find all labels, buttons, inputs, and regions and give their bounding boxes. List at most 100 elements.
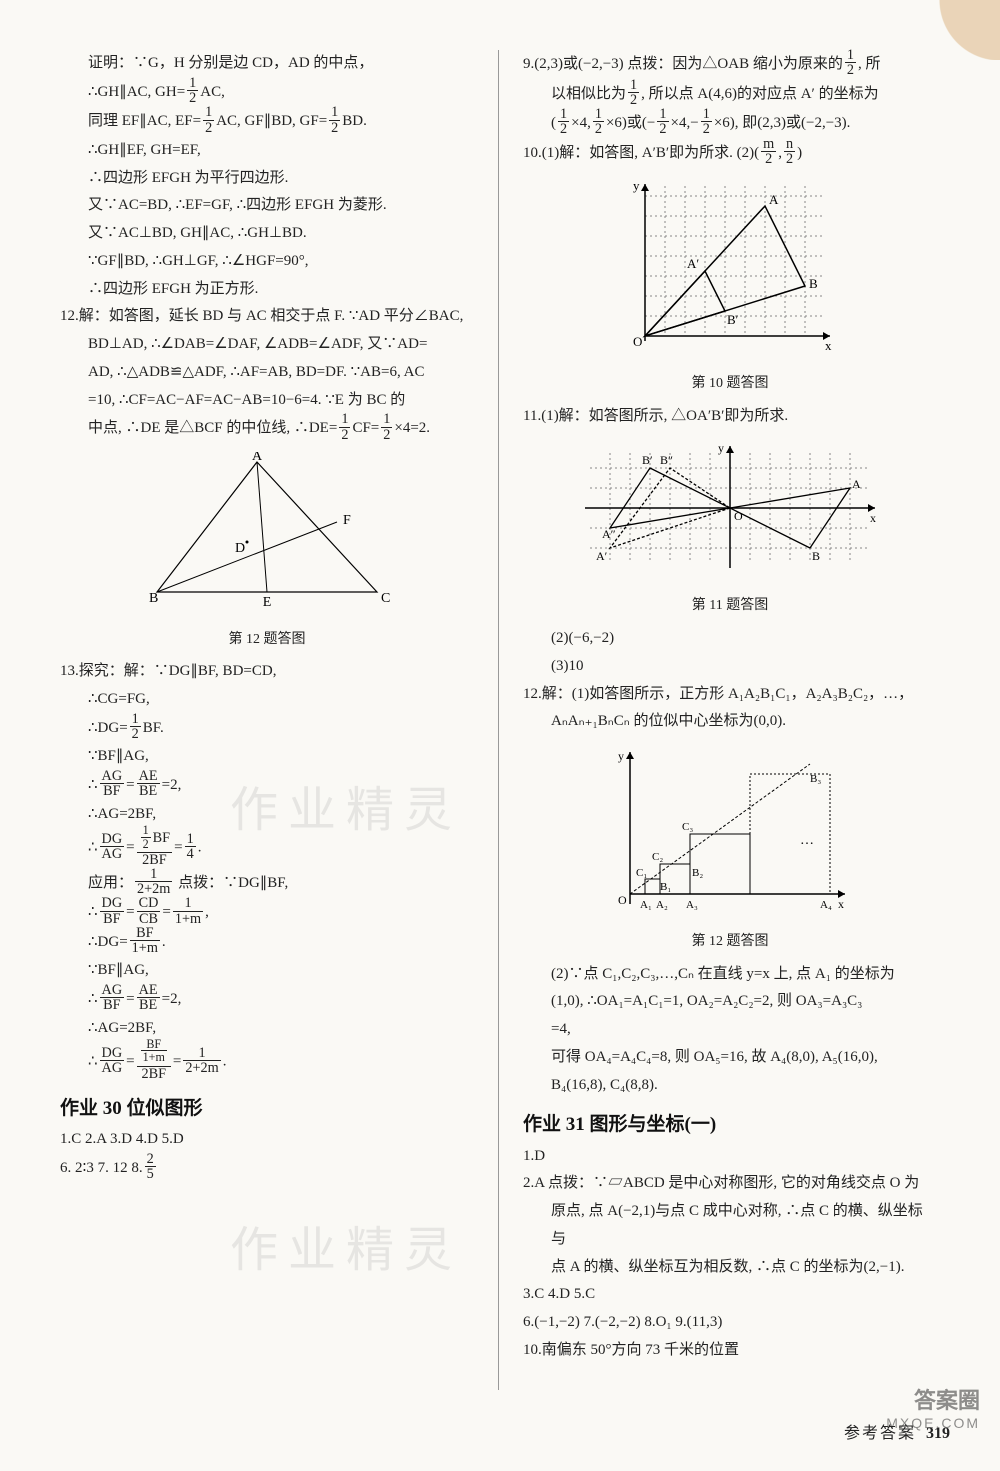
answers-31: 6.(−1,−2) 7.(−2,−2) 8.O₁ 9.(11,3) (523, 1309, 937, 1337)
svg-text:…: … (800, 833, 814, 848)
answers-31: 3.C 4.D 5.C (523, 1281, 937, 1309)
svg-text:A₁: A₁ (640, 899, 652, 911)
corner-decoration (880, 0, 1000, 60)
q12-line: 中点, ∴DE 是△BCF 的中位线, ∴DE=12CF=12×4=2. (60, 414, 474, 444)
svg-text:C₂: C₂ (652, 851, 663, 863)
svg-text:O: O (618, 893, 627, 907)
proof-line: ∵GF∥BD, ∴GH⊥GF, ∴∠HGF=90°, (60, 248, 474, 276)
svg-text:O: O (734, 509, 743, 523)
q13-line: ∴DG=BF1+m. (60, 928, 474, 958)
q13-line: ∴AG=2BF, (60, 1015, 474, 1043)
fraction: 12 (187, 76, 198, 106)
svg-text:A₂: A₂ (656, 899, 668, 911)
svg-text:y: y (633, 178, 640, 193)
q13-line: ∴DG=12BF. (60, 714, 474, 744)
q13-line: ∵BF∥AG, (60, 957, 474, 985)
svg-text:B: B (809, 276, 818, 291)
caption-12b: 第 12 题答图 (523, 929, 937, 955)
svg-text:x: x (870, 511, 876, 525)
figure-10: O A B A′ B′ x y (523, 176, 937, 367)
svg-text:B₃: B₃ (810, 773, 821, 785)
section-31-title: 作业 31 图形与坐标(一) (523, 1107, 937, 1142)
q12-line: =10, ∴CF=AC−AF=AC−AB=10−6=4. ∵E 为 BC 的 (60, 387, 474, 415)
q13-line: ∴DGBF=CDCB=11+m, (60, 898, 474, 928)
q13-line: ∴AGBF=AEBE=2, (60, 985, 474, 1015)
q9-line: 9.(2,3)或(−2,−3) 点拨：因为△OAB 缩小为原来的12, 所 (523, 50, 937, 80)
caption-10: 第 10 题答图 (523, 371, 937, 397)
q13-line: ∴DGAG=BF1+m2BF=12+2m. (60, 1042, 474, 1082)
q12b-line: =4, (523, 1016, 937, 1044)
q12b-line: 可得 OA₄=A₄C₄=8, 则 OA₅=16, 故 A₄(8,0), A₅(1… (523, 1044, 937, 1072)
svg-text:C₁: C₁ (636, 867, 647, 879)
q12-line: BD⊥AD, ∴∠DAB=∠DAF, ∠ADB=∠ADF, 又∵AD= (60, 331, 474, 359)
svg-text:B′: B′ (727, 312, 739, 327)
svg-text:A: A (252, 452, 263, 464)
proof-line: 证明：∵G，H 分别是边 CD，AD 的中点， (60, 50, 474, 78)
answers-30: 1.C 2.A 3.D 4.D 5.D (60, 1126, 474, 1154)
q12b-line: AₙAₙ₊₁BₙCₙ 的位似中心坐标为(0,0). (523, 708, 937, 736)
q10-line: 10.(1)解：如答图, A′B′即为所求. (2)(m2,n2) (523, 139, 937, 169)
svg-text:B: B (812, 549, 820, 563)
svg-text:x: x (825, 338, 832, 353)
svg-text:A: A (769, 192, 779, 207)
svg-text:B″: B″ (660, 453, 673, 467)
triangle-diagram: A B C D E F (137, 452, 397, 612)
svg-text:y: y (618, 749, 624, 763)
answers-30: 6. 2∶3 7. 12 8.25 (60, 1154, 474, 1184)
q12b-line: (1,0), ∴OA₁=A₁C₁=1, OA₂=A₂C₂=2, 则 OA₃=A₃… (523, 988, 937, 1016)
svg-text:D: D (235, 541, 245, 556)
svg-text:F: F (343, 513, 351, 528)
proof-line: ∴四边形 EFGH 为平行四边形. (60, 165, 474, 193)
svg-text:C: C (381, 591, 390, 606)
svg-text:A₃: A₃ (686, 899, 698, 911)
q12-line: 12.解：如答图，延长 BD 与 AC 相交于点 F. ∵AD 平分∠BAC, (60, 303, 474, 331)
answers-31: 点 A 的横、纵坐标互为相反数, ∴点 C 的坐标为(2,−1). (523, 1254, 937, 1282)
q12b-line: (2)∵点 C₁,C₂,C₃,…,Cₙ 在直线 y=x 上, 点 A₁ 的坐标为 (523, 961, 937, 989)
svg-text:A: A (852, 477, 861, 491)
wm-url: MXQE.COM (886, 1415, 980, 1431)
answers-31: 2.A 点拨：∵▱ABCD 是中心对称图形, 它的对角线交点 O 为 (523, 1170, 937, 1198)
right-column: 9.(2,3)或(−2,−3) 点拨：因为△OAB 缩小为原来的12, 所 以相… (509, 50, 937, 1390)
proof-line: ∴GH∥EF, GH=EF, (60, 137, 474, 165)
q12-line: AD, ∴△ADB≌△ADF, ∴AF=AB, BD=DF. ∵AB=6, AC (60, 359, 474, 387)
proof-line: 又∵AC⊥BD, GH∥AC, ∴GH⊥BD. (60, 220, 474, 248)
answers-31: 1.D (523, 1143, 937, 1171)
q11-sub: (2)(−6,−2) (523, 625, 937, 653)
svg-text:B₂: B₂ (692, 867, 703, 879)
q13-line: ∵BF∥AG, (60, 743, 474, 771)
page: 作业精灵 作业精灵 证明：∵G，H 分别是边 CD，AD 的中点， ∴GH∥AC… (0, 0, 1000, 1471)
wm-cn: 答案圈 (886, 1383, 980, 1415)
svg-text:O: O (633, 334, 642, 349)
q9-line: 以相似比为12, 所以点 A(4,6)的对应点 A′ 的坐标为 (523, 80, 937, 110)
q13-line: ∴CG=FG, (60, 686, 474, 714)
caption-12: 第 12 题答图 (60, 627, 474, 653)
svg-text:B′: B′ (642, 453, 653, 467)
column-divider (498, 50, 499, 1390)
svg-text:B₁: B₁ (660, 881, 671, 893)
figure-11: O A B A′ B″ A″ B′ x y (523, 438, 937, 589)
corner-watermark: 答案圈 MXQE.COM (886, 1383, 980, 1431)
proof-line: 又∵AC=BD, ∴EF=GF, ∴四边形 EFGH 为菱形. (60, 192, 474, 220)
svg-text:C₃: C₃ (682, 821, 693, 833)
figure-12b: O A₁ A₂ A₃ A₄ B₁ B₂ B₃ C₁ C₂ C₃ … x y (523, 744, 937, 925)
q9-line: (12×4,12×6)或(−12×4,−12×6), 即(2,3)或(−2,−3… (523, 109, 937, 139)
q13-line: ∴AG=2BF, (60, 801, 474, 829)
svg-text:x: x (838, 897, 844, 911)
q11-line: 11.(1)解：如答图所示, △OA′B′即为所求. (523, 403, 937, 431)
q11-sub: (3)10 (523, 653, 937, 681)
q13-line: ∴AGBF=AEBE=2, (60, 771, 474, 801)
answers-31: 10.南偏东 50°方向 73 千米的位置 (523, 1337, 937, 1365)
q13-line: ∴DGAG=12BF2BF=14. (60, 828, 474, 868)
q13-line: 应用：12+2m 点拨：∵DG∥BF, (60, 869, 474, 899)
svg-text:A′: A′ (596, 549, 608, 563)
proof-line: 同理 EF∥AC, EF=12AC, GF∥BD, GF=12BD. (60, 107, 474, 137)
caption-11: 第 11 题答图 (523, 593, 937, 619)
proof-line: ∴GH∥AC, GH=12AC, (60, 78, 474, 108)
svg-text:B: B (149, 591, 158, 606)
svg-text:y: y (718, 441, 724, 455)
q12b-line: 12.解：(1)如答图所示，正方形 A₁A₂B₁C₁，A₂A₃B₂C₂，…， (523, 681, 937, 709)
q13-line: 13.探究：解：∵DG∥BF, BD=CD, (60, 658, 474, 686)
proof-line: ∴四边形 EFGH 为正方形. (60, 276, 474, 304)
q12b-line: B₄(16,8), C₄(8,8). (523, 1072, 937, 1100)
svg-text:A′: A′ (687, 256, 699, 271)
